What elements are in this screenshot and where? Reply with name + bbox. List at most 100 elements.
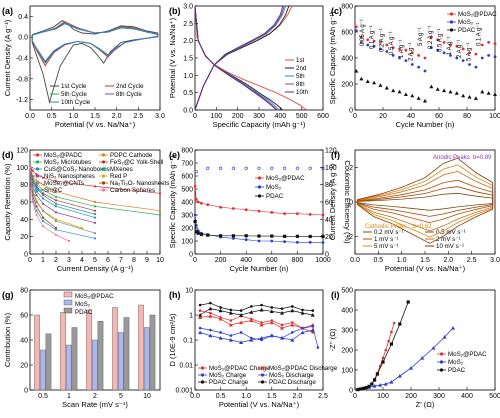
rate-label: 1 A g⁻¹ bbox=[447, 36, 453, 55]
diffusion-point bbox=[260, 321, 263, 324]
x-tick-label: 200 bbox=[405, 393, 417, 400]
diffusion-point bbox=[310, 313, 315, 317]
charge-curve bbox=[194, 5, 290, 110]
y-tick-label: 800 bbox=[181, 148, 193, 155]
rate-point bbox=[423, 98, 427, 103]
diffusion-point bbox=[310, 328, 315, 332]
rate-point bbox=[365, 79, 370, 83]
contribution-bar bbox=[123, 317, 130, 391]
rate-label: 0.1 A g⁻¹ bbox=[370, 25, 376, 49]
diffusion-point bbox=[280, 311, 285, 315]
legend-marker bbox=[101, 160, 106, 164]
rate-point bbox=[480, 43, 484, 47]
y-tick-label: 200 bbox=[181, 226, 193, 233]
x-tick-label: 5 bbox=[119, 393, 123, 400]
rate-point bbox=[378, 83, 383, 87]
y-tick-label: 1.0 bbox=[183, 73, 193, 80]
x-tick-label: 2.0 bbox=[443, 257, 453, 264]
x-tick-label: 60 bbox=[435, 113, 443, 120]
nyquist-point bbox=[373, 378, 377, 382]
x-axis-label: Potential (V vs. Na/Na⁺) bbox=[219, 400, 300, 409]
rate-point bbox=[359, 41, 363, 44]
x-tick-label: 500 bbox=[296, 113, 308, 120]
ce-point bbox=[295, 166, 300, 170]
diffusion-line bbox=[199, 308, 313, 316]
scan-cv-curve bbox=[356, 186, 494, 217]
charge-curve bbox=[194, 5, 285, 110]
plot-frame bbox=[354, 289, 496, 391]
retention-point bbox=[93, 232, 97, 235]
retention-point bbox=[29, 166, 32, 169]
rate-point bbox=[480, 56, 484, 60]
nyquist-point bbox=[420, 356, 425, 360]
rate-point bbox=[493, 42, 497, 46]
y-tick-label: 2.0 bbox=[183, 38, 193, 45]
diffusion-point bbox=[239, 320, 244, 325]
retention-point bbox=[41, 225, 45, 228]
legend-marker bbox=[200, 366, 205, 370]
y-tick-label: 10 bbox=[185, 288, 193, 295]
diffusion-line bbox=[200, 315, 313, 329]
y-tick-label: 300 bbox=[181, 213, 193, 220]
panel-g: (g) 0 20 40 60 80 Scan Rate (mV s⁻¹) Contributi… bbox=[2, 288, 161, 409]
rate-point bbox=[417, 65, 421, 69]
y-tick-label: 200 bbox=[341, 348, 353, 355]
ce-point bbox=[283, 166, 287, 170]
legend-label: 0.2 mV s⁻¹ bbox=[374, 229, 404, 236]
retention-point bbox=[41, 202, 45, 205]
nyquist-point bbox=[409, 366, 413, 370]
x-tick-label: 200 bbox=[232, 113, 244, 120]
diffusion-point bbox=[198, 303, 202, 307]
y-tick-label: 500 bbox=[181, 187, 193, 194]
x-tick-label: 3.0 bbox=[155, 113, 165, 120]
rate-point bbox=[410, 51, 414, 55]
legend-marker bbox=[101, 188, 106, 192]
x-tick-label: 0.0 bbox=[350, 257, 360, 264]
rate-point bbox=[366, 38, 370, 42]
x-tick-label: 200 bbox=[215, 257, 227, 264]
legend-marker bbox=[449, 20, 454, 24]
diffusion-line bbox=[200, 326, 319, 348]
annotation: b=0.89 bbox=[473, 155, 492, 161]
diffusion-point bbox=[229, 319, 233, 322]
contribution-bar bbox=[39, 349, 46, 391]
diffusion-line bbox=[200, 310, 313, 333]
x-tick-label: 0.0 bbox=[190, 393, 200, 400]
retention-point bbox=[93, 216, 97, 219]
rate-point bbox=[442, 41, 446, 44]
retention-point bbox=[93, 221, 97, 224]
diffusion-point bbox=[239, 313, 244, 317]
x-tick-label: 9 bbox=[145, 257, 149, 264]
legend-marker bbox=[35, 181, 40, 185]
y-tick-label: -0.4 bbox=[16, 56, 28, 63]
diffusion-point bbox=[290, 338, 295, 342]
rate-point bbox=[359, 76, 364, 81]
contribution-bar bbox=[60, 312, 66, 391]
nyquist-point bbox=[364, 386, 368, 390]
x-tick-label: 6 bbox=[106, 257, 110, 264]
retention-point bbox=[41, 197, 45, 200]
legend-marker bbox=[35, 153, 40, 157]
diffusion-point bbox=[311, 309, 315, 312]
ce-point bbox=[321, 166, 325, 170]
retention-point bbox=[41, 188, 45, 191]
panel-i: (i) 0 100 200 300 400 500 0 100 200 300 400 500 Z' (Ω… bbox=[328, 288, 500, 410]
retention-point bbox=[41, 209, 45, 212]
x-tick-label: 1.5 bbox=[267, 393, 277, 400]
y2-tick-label: 40 bbox=[325, 217, 333, 224]
legend-label: MoS₂@PDAC Charge bbox=[209, 365, 270, 372]
ce-point bbox=[244, 166, 248, 170]
ce-point bbox=[194, 170, 198, 174]
x-tick-label: 400 bbox=[461, 393, 473, 400]
y-axis-label: Contribution (%) bbox=[3, 312, 12, 367]
legend-label: 0.5 mV s⁻¹ bbox=[436, 229, 466, 236]
y-tick-label: -0.8 bbox=[16, 76, 28, 83]
rate-label: 0.1 A g⁻¹ bbox=[476, 22, 482, 46]
legend-label: 1st Cycle bbox=[61, 83, 87, 90]
diffusion-point bbox=[316, 346, 320, 349]
y-tick-label: 500 bbox=[341, 288, 353, 295]
nyquist-point bbox=[392, 321, 396, 325]
y-tick-label: 40 bbox=[20, 338, 28, 345]
panel-letter: (i) bbox=[331, 290, 340, 300]
